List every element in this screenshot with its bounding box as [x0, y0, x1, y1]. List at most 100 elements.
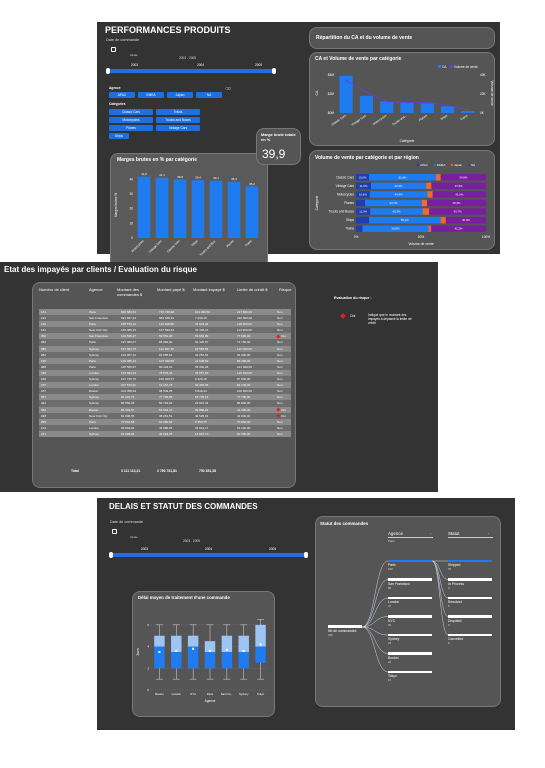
delais-slider-handle-left[interactable]: [109, 552, 113, 558]
sankey-agence-bar[interactable]: [388, 652, 432, 655]
agence-chip-na[interactable]: NA: [196, 92, 222, 98]
table-row[interactable]: 282 Sydney 133 907,12 91 655,61 42 251,51 93 …: [39, 351, 291, 358]
sankey-agence-value[interactable]: 20: [388, 659, 392, 664]
category-chip-motorcycles[interactable]: Motorcycles: [109, 117, 153, 123]
sankey-root-label[interactable]: Nb de commandes: [328, 629, 357, 633]
sankey-agence-label[interactable]: Tokyo: [388, 674, 397, 678]
sankey-agence-label[interactable]: Boston: [388, 655, 399, 660]
col-header-client[interactable]: Numéro de client: [39, 287, 70, 292]
sankey-statut-bar[interactable]: [448, 596, 492, 600]
statut-chevron-icon[interactable]: ⌄: [487, 531, 490, 535]
col-header-limite[interactable]: Limite de crédit $: [237, 287, 268, 292]
table-row[interactable]: 382 Paris 137 480,07 85 060,00 52 420,07 71 7…: [39, 339, 291, 346]
sankey-statut-bar[interactable]: [448, 578, 492, 581]
table-cell: 43 680,65: [157, 424, 193, 431]
sankey-statut-value[interactable]: 3: [448, 585, 450, 590]
x-tick-label: Trains: [459, 113, 468, 121]
table-row[interactable]: 131 New York City 149 085,15 107 639,94 41 4…: [39, 327, 291, 334]
date-mode-toggle[interactable]: [111, 47, 116, 52]
sankey-agence-value[interactable]: 32: [388, 622, 392, 627]
sankey-statut-fill[interactable]: [448, 559, 492, 563]
sankey-agence-value[interactable]: 23: [388, 641, 392, 645]
sankey-statut-value[interactable]: 5: [448, 604, 450, 608]
table-row[interactable]: 145 Paris 129 085,12 107 446,50 21 638,62 83 …: [39, 357, 291, 364]
col-header-impaye[interactable]: Montant impayé $: [193, 287, 225, 292]
agence-chip-japan[interactable]: Japan: [167, 92, 193, 98]
agence-chip-apac[interactable]: APAC: [109, 92, 135, 98]
sankey-agence-bar[interactable]: [388, 615, 432, 618]
table-row[interactable]: 362 Boston 84 343,57 53 533,47 30 886,01 41 9…: [39, 406, 291, 413]
table-row[interactable]: 124 San Francisco 591 827,34 584 188,24 7 63…: [39, 315, 291, 322]
sankey-statut-label[interactable]: Disputed: [448, 618, 462, 623]
table-row[interactable]: 144 London 66 694,82 43 680,65 23 014,17 53 1…: [39, 424, 291, 431]
table-row[interactable]: 448 London 123 833,23 78 876,44 44 957,00 119…: [39, 369, 291, 377]
table-row[interactable]: 166 Sydney 107 746,75 105 420,57 2 326,18 97 …: [39, 376, 291, 383]
category-chip-vintage-cars[interactable]: Vintage Cars: [156, 125, 200, 131]
sankey-agence-label[interactable]: Sydney: [388, 637, 400, 641]
repartition-button[interactable]: Répartition du CA et du volume de vente: [309, 27, 495, 49]
agence-column-header[interactable]: Agence: [388, 531, 403, 536]
agence-chip-emea[interactable]: EMEA: [138, 92, 164, 98]
sankey-statut-bar[interactable]: [448, 615, 492, 618]
date-slider[interactable]: [107, 69, 275, 73]
category-chip-trucks[interactable]: Trucks and Buses: [156, 117, 200, 123]
category-chip-planes[interactable]: Planes: [109, 125, 153, 131]
agence-filter-label: Agence: [109, 86, 121, 90]
sankey-agence-value[interactable]: 15: [388, 678, 392, 682]
table-row[interactable]: 119 Paris 158 573,12 116 949,68 41 623,44 118…: [39, 321, 291, 328]
category-chip-ships[interactable]: Ships: [109, 133, 129, 139]
table-row[interactable]: 412 Sydney 80 550,38 56 704,94 23 827,44 86 8…: [39, 400, 291, 407]
date-slider-handle-left[interactable]: [106, 68, 110, 74]
delais-date-toggle[interactable]: [112, 529, 117, 534]
sankey-agence-value[interactable]: 85: [388, 585, 392, 590]
statut-column-header[interactable]: Statut: [448, 531, 460, 536]
table-row[interactable]: 141 Paris 820 689,54 715 738,98 104 950,56 22…: [39, 309, 291, 316]
sankey-agence-bar[interactable]: [388, 633, 432, 637]
table-row[interactable]: 471 Sydney 61 698,05 46 923,75 14 907,70 60 3…: [39, 430, 291, 437]
sankey-agence-value[interactable]: 100: [388, 567, 393, 571]
sankey-statut-value[interactable]: 97: [448, 567, 452, 571]
col-header-montant[interactable]: Montant des commandes $: [117, 287, 143, 297]
table-row[interactable]: 286 Sydney 137 062,75 114 497,19 22 565,56 11…: [39, 345, 291, 352]
table-row[interactable]: 187 London 107 613,11 61 167,76 46 445,35 82 …: [39, 382, 291, 389]
sankey-statut-label[interactable]: In Process: [448, 581, 465, 586]
col-header-agence[interactable]: Agence: [89, 287, 103, 292]
sankey-statut-label[interactable]: Resolved: [448, 600, 463, 604]
sankey-statut-value[interactable]: 3: [448, 622, 450, 627]
col-header-risque[interactable]: Risque: [279, 287, 292, 292]
category-chip-classic-cars[interactable]: Classic Cars: [109, 109, 153, 115]
table-cell: 70 601,58: [119, 418, 157, 425]
table-row[interactable]: 450 San Francisco 143 536,27 59 551,38 83 98…: [39, 333, 291, 340]
sankey-statut-label[interactable]: Cancelled: [448, 637, 464, 641]
category-chip-trains[interactable]: Trains: [156, 109, 200, 115]
sankey-agence-label[interactable]: London: [388, 600, 400, 604]
table-cell: Sydney: [87, 394, 119, 401]
sankey-statut-label[interactable]: Shipped: [448, 563, 461, 567]
table-row[interactable]: 328 New York City 81 008,55 38 281,51 42 525…: [39, 412, 291, 419]
date-slider-handle-right[interactable]: [272, 68, 276, 74]
sankey-statut-bar[interactable]: [448, 633, 492, 637]
delais-date-slider[interactable]: [110, 553, 307, 557]
delais-slider-handle-right[interactable]: [304, 552, 308, 558]
agence-chevron-icon[interactable]: ⌄: [429, 531, 432, 535]
sankey-agence-value[interactable]: 47: [388, 604, 392, 608]
sankey-root-bar[interactable]: [328, 625, 362, 628]
sankey-agence-label[interactable]: NYC: [388, 618, 396, 623]
legend-dot: [416, 163, 420, 167]
stack-segment: [422, 208, 430, 215]
sankey-agence-label[interactable]: San Francisco: [388, 581, 410, 586]
sankey-root-value[interactable]: 326: [328, 633, 333, 637]
table-row[interactable]: 357 Sydney 94 431,76 77 726,59 16 705,13 77 7…: [39, 394, 291, 401]
sankey-agence-bar[interactable]: [388, 670, 432, 674]
table-cell: Paris: [87, 418, 119, 425]
table-row[interactable]: 157 Boston 104 358,69 98 509,25 5 849,44 100 …: [39, 388, 291, 395]
sankey-agence-fill[interactable]: [388, 559, 432, 563]
sankey-statut-value[interactable]: 6: [448, 641, 450, 645]
sankey-agence-label[interactable]: Paris: [388, 563, 396, 567]
table-row[interactable]: 259 Paris 70 601,58 62 250,83 8 350,75 70 800…: [39, 418, 291, 425]
sankey-agence-bar[interactable]: [388, 578, 432, 581]
sankey-agence-bar[interactable]: [388, 596, 432, 600]
col-header-paye[interactable]: Montant payé $: [157, 287, 185, 292]
table-row[interactable]: 386 Paris 125 505,57 90 143,31 35 362,26 121 …: [39, 363, 291, 370]
eraser-icon[interactable]: ⌫: [225, 86, 231, 91]
